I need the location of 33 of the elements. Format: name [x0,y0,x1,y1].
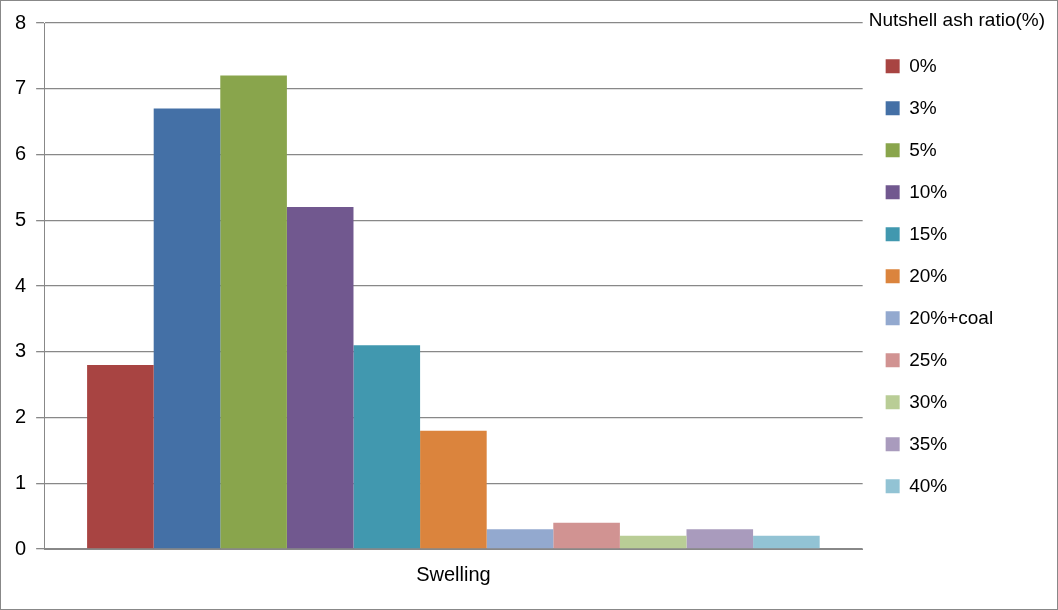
bar [220,75,287,549]
legend-label: 20% [909,264,948,286]
y-tick-label: 3 [15,339,27,362]
y-tick-label: 8 [15,10,27,33]
legend-label: 25% [909,348,948,370]
legend-title: Nutshell ash ratio(%) [868,8,1045,30]
legend-label: 15% [909,222,948,244]
bar [553,522,620,549]
y-tick-label: 2 [15,405,27,428]
bar [286,207,354,549]
y-tick-label: 6 [15,142,27,165]
y-tick-label: 0 [15,536,27,559]
legend-label: 30% [909,390,948,412]
y-tick-label: 7 [15,76,27,99]
y-tick-label: 4 [15,273,27,296]
y-tick-label: 5 [15,207,27,230]
legend-label: 40% [909,474,948,496]
bar [420,430,487,549]
bar [486,529,554,549]
bar [153,108,221,549]
bar [686,529,754,549]
legend-label: 35% [909,432,948,454]
x-tick-label: Swelling [416,562,491,585]
legend-label: 20%+coal [909,306,994,328]
bar [619,535,687,549]
legend-label: 5% [909,138,937,160]
bar [353,345,421,549]
legend-label: 0% [909,54,937,76]
bar [87,364,154,549]
bar [753,535,820,549]
legend-label: 3% [909,96,937,118]
y-tick-label: 1 [15,470,27,493]
legend-label: 10% [909,180,948,202]
